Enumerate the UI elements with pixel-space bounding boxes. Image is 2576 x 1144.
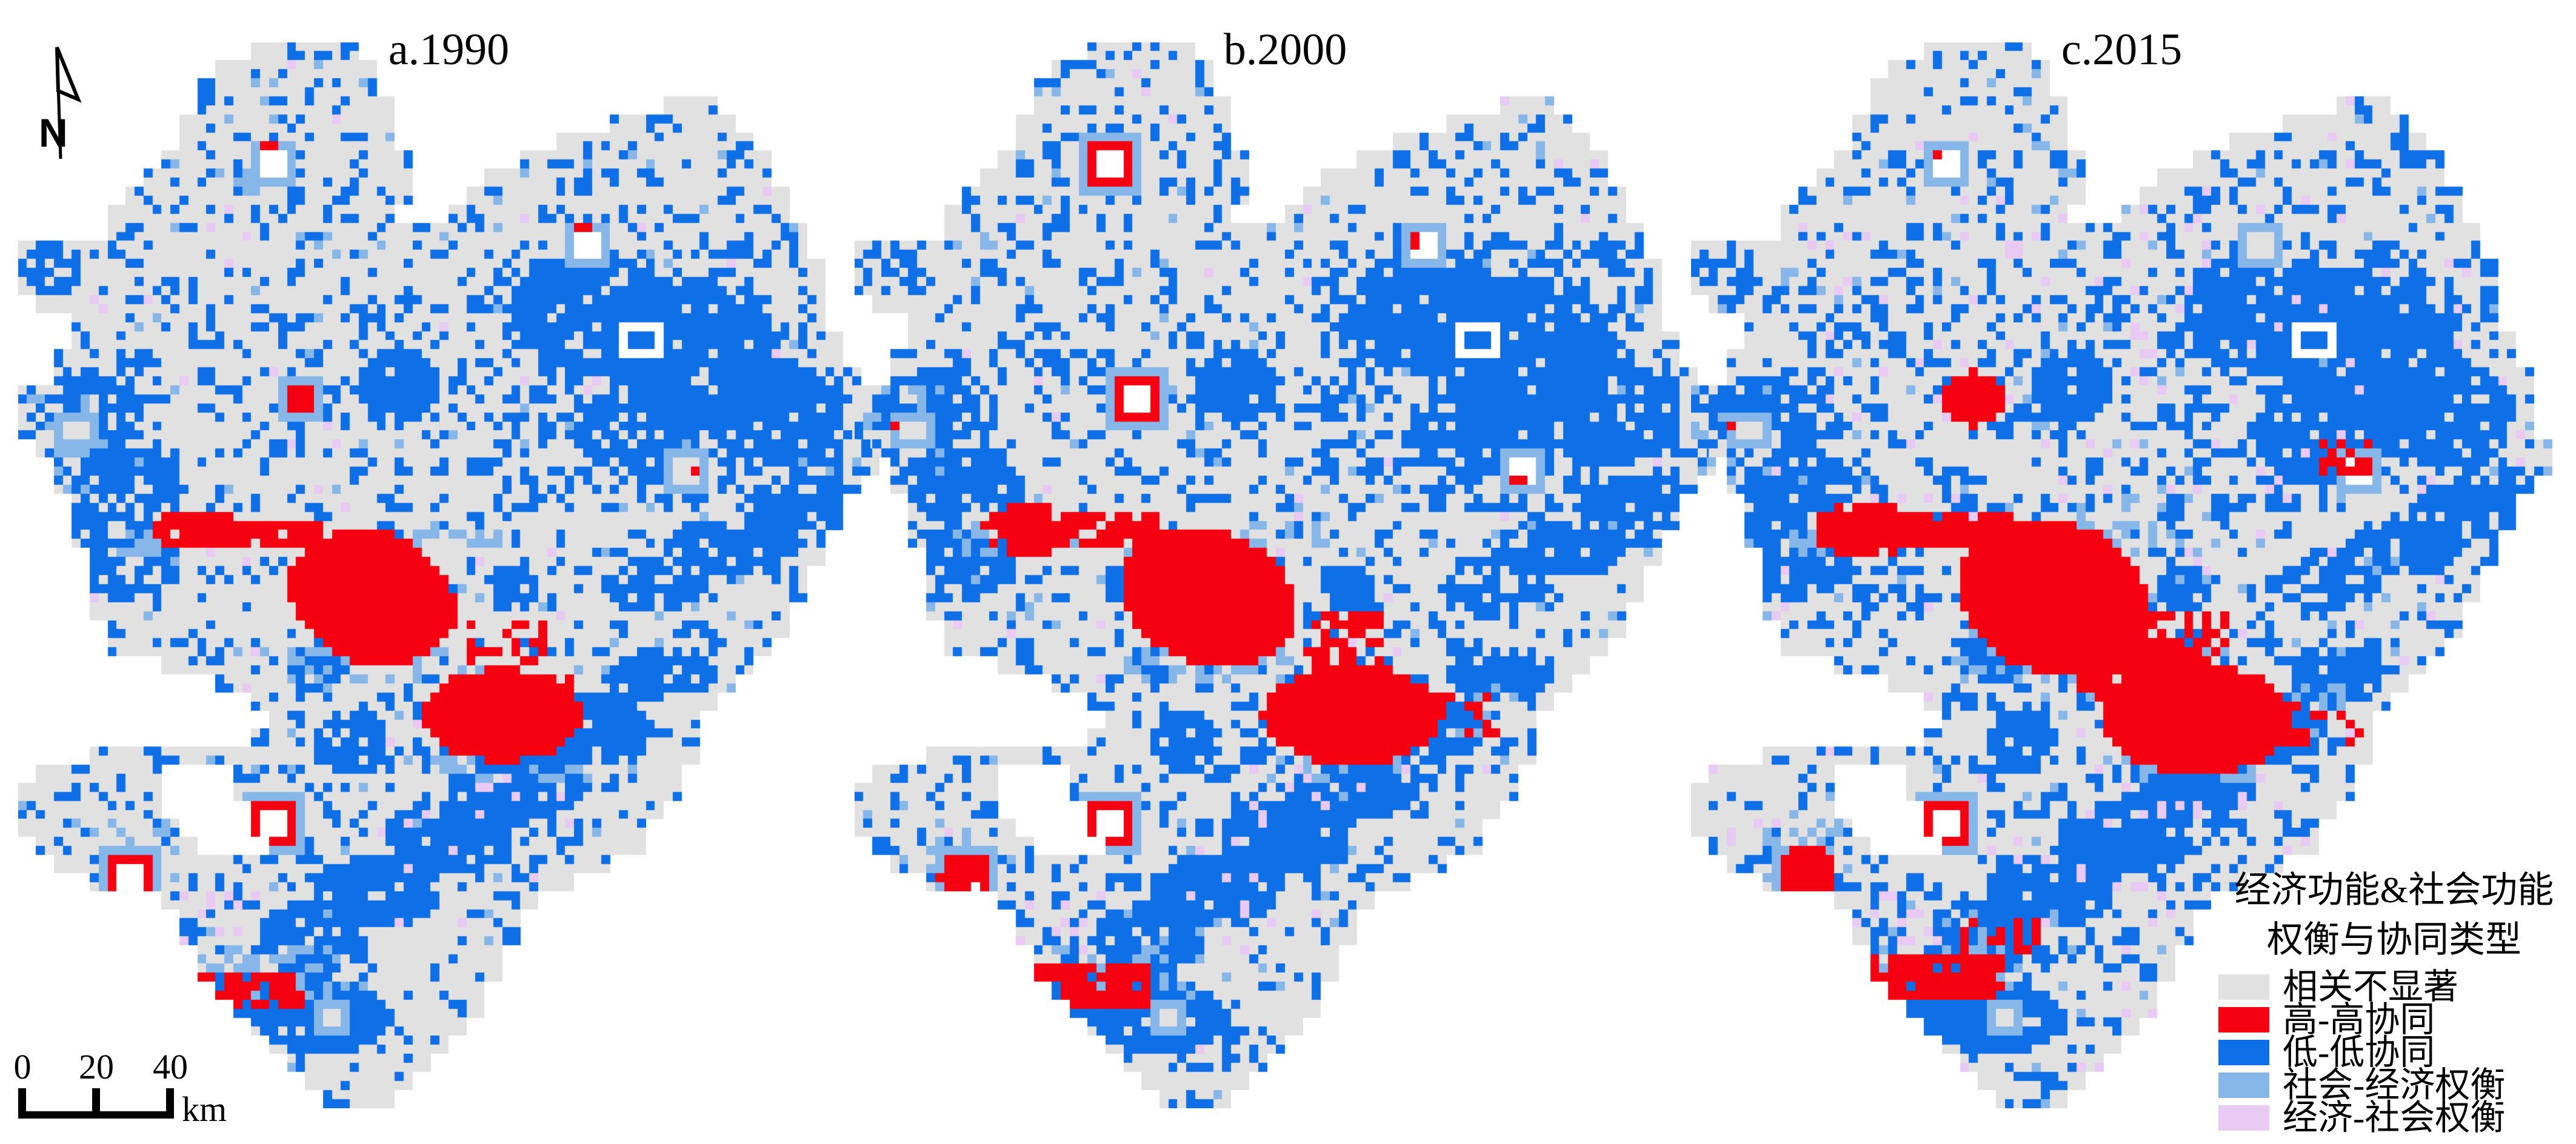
legend-item-social-economic-tradeoff: 社会-经济权衡 — [2198, 1065, 2576, 1105]
legend-label: 社会-经济权衡 — [2283, 1065, 2506, 1105]
legend-item-low-low-synergy: 低-低协同 — [2198, 1033, 2576, 1072]
legend: 经济功能&社会功能 权衡与协同类型 相关不显著 高-高协同 低-低协同 社会-经… — [2198, 865, 2576, 1137]
map-title-a: a.1990 — [388, 25, 510, 75]
scale-unit-label: km — [182, 1089, 227, 1129]
map-canvas-2015 — [1691, 42, 2552, 1108]
legend-swatch-blue — [2218, 1040, 2269, 1065]
legend-label: 相关不显著 — [2283, 967, 2459, 1006]
north-arrow-label: N — [39, 110, 68, 155]
map-canvas-1990 — [18, 42, 879, 1108]
scale-bar-tick-40 — [166, 1088, 174, 1119]
north-arrow-flag — [55, 46, 82, 103]
legend-swatch-pink — [2218, 1105, 2269, 1131]
legend-item-not-significant: 相关不显著 — [2198, 967, 2576, 1006]
legend-swatch-gray — [2218, 974, 2269, 1000]
scale-label-20: 20 — [79, 1047, 114, 1086]
legend-item-high-high-synergy: 高-高协同 — [2198, 1000, 2576, 1039]
scale-label-0: 0 — [14, 1047, 32, 1086]
scale-bar: 0 20 40 km — [14, 1047, 227, 1129]
scale-bar-tick-20 — [92, 1088, 100, 1119]
scale-label-40: 40 — [153, 1047, 188, 1086]
map-canvas-2000 — [855, 42, 1716, 1108]
legend-title-line2: 权衡与协同类型 — [2267, 920, 2521, 960]
legend-label: 低-低协同 — [2283, 1033, 2435, 1072]
scale-bar-tick-0 — [18, 1088, 26, 1119]
legend-label: 高-高协同 — [2283, 1000, 2435, 1039]
north-arrow-icon: N — [39, 46, 82, 159]
map-title-c: c.2015 — [2061, 25, 2183, 75]
legend-title-line1: 经济功能&社会功能 — [2234, 870, 2554, 910]
scale-bar-baseline — [18, 1111, 174, 1119]
legend-item-economic-social-tradeoff: 经济-社会权衡 — [2198, 1098, 2576, 1137]
legend-swatch-lightblue — [2218, 1072, 2269, 1098]
map-title-b: b.2000 — [1223, 25, 1347, 75]
legend-items: 相关不显著 高-高协同 低-低协同 社会-经济权衡 经济-社会权衡 — [2198, 967, 2576, 1137]
legend-swatch-red — [2218, 1007, 2269, 1033]
legend-label: 经济-社会权衡 — [2283, 1098, 2506, 1137]
